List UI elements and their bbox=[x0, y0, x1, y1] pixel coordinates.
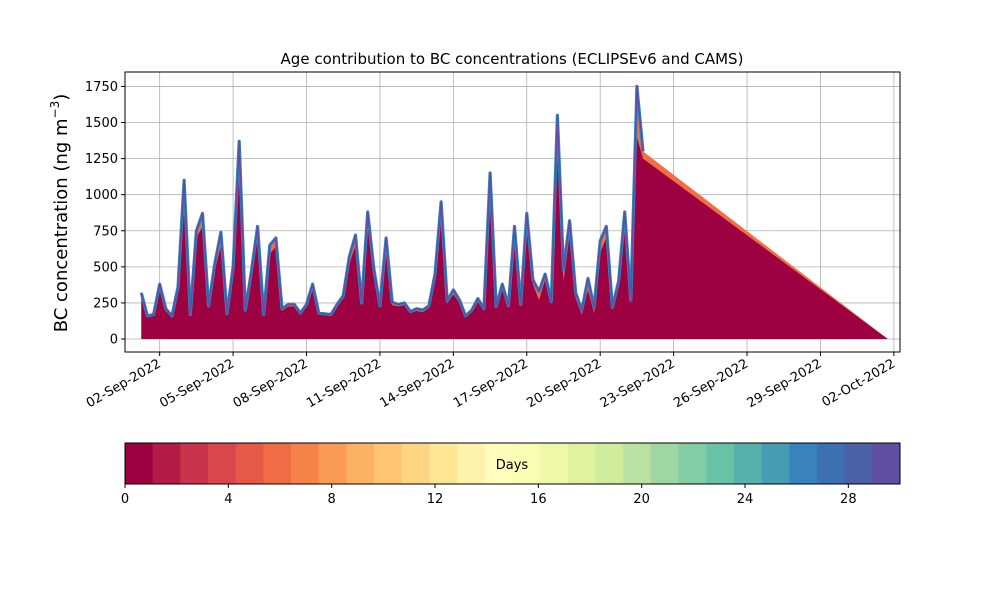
colorbar-tick-label: 28 bbox=[840, 492, 857, 507]
y-tick-label: 250 bbox=[93, 296, 118, 311]
colorbar-swatch bbox=[346, 443, 375, 484]
y-axis-label-close: ) bbox=[51, 94, 72, 101]
x-tick-label: 02-Oct-2022 bbox=[819, 356, 897, 410]
plot-frame bbox=[124, 71, 901, 353]
colorbar-tick-label: 24 bbox=[737, 492, 754, 507]
colorbar-ticks: 0 4 8 12 16 20 24 28 bbox=[121, 484, 857, 507]
y-axis-ticks: 0 250 500 750 1000 1250 1500 1750 bbox=[85, 80, 125, 348]
colorbar-swatch bbox=[816, 443, 846, 484]
colorbar-swatch bbox=[291, 443, 320, 484]
area-layers bbox=[141, 86, 888, 340]
colorbar-swatch bbox=[318, 443, 347, 484]
x-tick-label: 20-Sep-2022 bbox=[524, 356, 604, 411]
colorbar-swatch bbox=[512, 443, 541, 484]
colorbar-swatch bbox=[484, 443, 513, 484]
colorbar-swatch bbox=[567, 443, 596, 484]
colorbar-tick-label: 8 bbox=[328, 492, 336, 507]
x-tick-label: 23-Sep-2022 bbox=[598, 356, 678, 411]
colorbar-swatch bbox=[595, 443, 624, 484]
colorbar-swatch bbox=[208, 443, 237, 484]
colorbar-swatch bbox=[872, 443, 901, 484]
colorbar-swatch bbox=[650, 443, 679, 484]
x-axis-ticks: 02-Sep-202205-Sep-202208-Sep-202211-Sep-… bbox=[84, 352, 898, 411]
fresh-contribution-area bbox=[141, 136, 888, 339]
colorbar-swatch bbox=[706, 443, 735, 484]
colorbar-swatch bbox=[733, 443, 763, 484]
colorbar-swatch bbox=[152, 443, 181, 484]
chart-title: Age contribution to BC concentrations (E… bbox=[281, 50, 744, 68]
colorbar-swatch bbox=[180, 443, 209, 484]
y-tick-label: 1250 bbox=[85, 152, 118, 167]
colorbar-tick-label: 0 bbox=[121, 492, 129, 507]
x-tick-label: 26-Sep-2022 bbox=[671, 356, 751, 411]
y-tick-label: 1000 bbox=[85, 188, 118, 203]
y-tick-label: 500 bbox=[93, 260, 118, 275]
x-tick-label: 29-Sep-2022 bbox=[745, 356, 825, 411]
x-tick-label: 02-Sep-2022 bbox=[84, 356, 164, 411]
x-tick-label: 05-Sep-2022 bbox=[157, 356, 237, 411]
colorbar-tick-label: 20 bbox=[633, 492, 650, 507]
y-tick-label: 1750 bbox=[85, 80, 118, 95]
colorbar-swatch bbox=[235, 443, 264, 484]
x-tick-label: 08-Sep-2022 bbox=[231, 356, 311, 411]
colorbar-swatch bbox=[429, 443, 458, 484]
colorbar-swatch bbox=[678, 443, 707, 484]
outline-layers bbox=[139, 84, 645, 318]
colorbar bbox=[125, 443, 901, 484]
colorbar-tick-label: 12 bbox=[427, 492, 444, 507]
colorbar-swatch bbox=[401, 443, 430, 484]
colorbar-swatch bbox=[789, 443, 818, 484]
colorbar-swatch bbox=[623, 443, 652, 484]
y-axis-label-main: BC concentration (ng m bbox=[51, 118, 72, 332]
colorbar-frame bbox=[124, 442, 901, 485]
y-tick-label: 750 bbox=[93, 224, 118, 239]
colorbar-swatch bbox=[844, 443, 873, 484]
colorbar-swatch bbox=[263, 443, 292, 484]
colorbar-swatch bbox=[457, 443, 486, 484]
y-tick-label: 1500 bbox=[85, 116, 118, 131]
colorbar-swatch bbox=[761, 443, 790, 484]
colorbar-swatch bbox=[540, 443, 569, 484]
colorbar-swatch bbox=[125, 443, 154, 484]
x-tick-label: 17-Sep-2022 bbox=[451, 356, 531, 411]
colorbar-label: Days bbox=[496, 458, 529, 473]
x-tick-label: 11-Sep-2022 bbox=[304, 356, 384, 411]
colorbar-tick-label: 16 bbox=[530, 492, 547, 507]
x-tick-label: 14-Sep-2022 bbox=[378, 356, 458, 411]
colorbar-tick-label: 4 bbox=[224, 492, 232, 507]
y-axis-label: BC concentration (ng m−3) bbox=[48, 94, 72, 333]
y-tick-label: 0 bbox=[110, 333, 118, 348]
colorbar-swatch bbox=[374, 443, 403, 484]
y-axis-label-superscript: −3 bbox=[48, 101, 62, 119]
total-outline-oldest bbox=[140, 85, 644, 317]
